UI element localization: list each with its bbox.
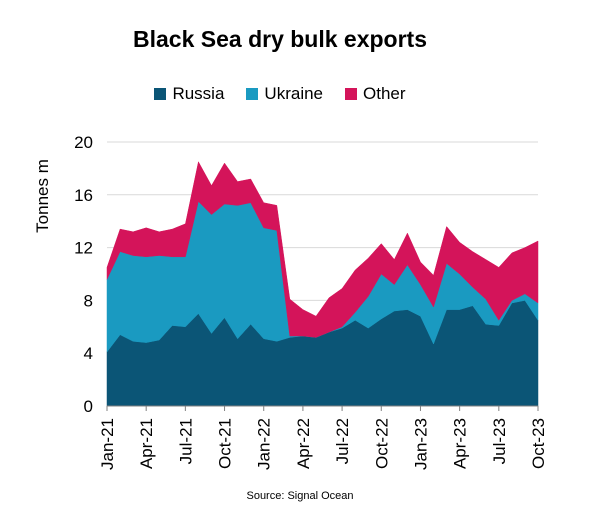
chart-title: Black Sea dry bulk exports bbox=[132, 26, 427, 52]
y-tick-label: 0 bbox=[84, 397, 93, 416]
x-tick-label: Oct-23 bbox=[529, 418, 548, 469]
x-tick-label: Jan-22 bbox=[255, 418, 274, 470]
legend-label-ukraine: Ukraine bbox=[264, 84, 324, 103]
x-tick-label: Apr-23 bbox=[451, 418, 470, 469]
x-tick-label: Apr-21 bbox=[137, 418, 156, 469]
x-tick-label: Apr-22 bbox=[294, 418, 313, 469]
y-tick-label: 8 bbox=[84, 291, 93, 310]
x-tick-label: Jul-22 bbox=[333, 418, 352, 464]
x-tick-label: Jul-23 bbox=[490, 418, 509, 464]
y-tick-label: 12 bbox=[74, 239, 93, 258]
legend-item-other: Other bbox=[345, 84, 406, 104]
legend-swatch-other bbox=[345, 88, 358, 100]
x-tick-label: Jan-21 bbox=[98, 418, 117, 470]
x-tick-label: Jan-23 bbox=[411, 418, 430, 470]
legend-swatch-russia bbox=[154, 88, 167, 100]
legend-label-russia: Russia bbox=[172, 84, 225, 103]
x-tick-label: Jul-21 bbox=[176, 418, 195, 464]
legend-item-ukraine: Ukraine bbox=[246, 84, 323, 104]
chart-legend: Russia Ukraine Other bbox=[0, 84, 560, 104]
y-tick-label: 20 bbox=[74, 133, 93, 152]
legend-item-russia: Russia bbox=[154, 84, 224, 104]
y-axis-label: Tonnes m bbox=[33, 159, 52, 233]
legend-swatch-ukraine bbox=[246, 88, 259, 100]
legend-label-other: Other bbox=[363, 84, 406, 103]
source-note: Source: Signal Ocean bbox=[246, 490, 354, 502]
y-tick-label: 4 bbox=[84, 344, 93, 363]
x-tick-label: Oct-22 bbox=[372, 418, 391, 469]
y-tick-label: 16 bbox=[74, 186, 93, 205]
area-series-other bbox=[106, 161, 539, 338]
x-tick-label: Oct-21 bbox=[216, 418, 235, 469]
